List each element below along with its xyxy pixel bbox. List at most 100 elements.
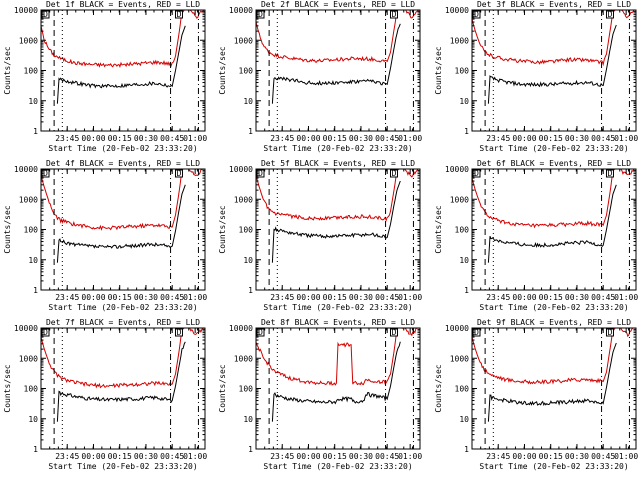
y-tick-label: 100 [24, 226, 39, 235]
marker-box [605, 328, 614, 337]
y-tick-label: 100 [239, 226, 254, 235]
y-tick-label: 10000 [229, 6, 253, 15]
panel-title: Det 9f BLACK = Events, RED = LLD [477, 318, 631, 327]
y-tick-label: 100 [455, 67, 470, 76]
x-axis-label: Start Time (20-Feb-02 23:33:20) [263, 303, 412, 312]
marker-box-label: D [608, 328, 613, 337]
y-tick-label: 10 [243, 256, 253, 265]
y-tick-label: 1 [464, 286, 469, 295]
plot-frame [471, 327, 637, 450]
marker-box [605, 169, 614, 178]
plot-frame [40, 168, 206, 291]
marker-box-label: D [258, 10, 263, 19]
x-tick-label: 00:15 [108, 134, 132, 143]
marker-box-label: D [608, 169, 613, 178]
y-tick-label: 1000 [19, 195, 38, 204]
x-tick-label: 00:45 [160, 293, 184, 302]
x-axis-label: Start Time (20-Feb-02 23:33:20) [479, 462, 628, 471]
marker-box-label: D [43, 169, 48, 178]
x-axis-label: Start Time (20-Feb-02 23:33:20) [48, 144, 197, 153]
x-tick-label: 00:00 [81, 134, 105, 143]
y-tick-label: 10000 [445, 6, 469, 15]
x-tick-label: 00:15 [108, 293, 132, 302]
y-axis-label: Counts/sec [434, 46, 443, 94]
lld-rate-line [256, 10, 420, 63]
x-tick-label: 00:30 [565, 134, 589, 143]
x-tick-label: 00:45 [591, 452, 615, 461]
x-tick-label: 23:45 [486, 452, 510, 461]
x-tick-label: 00:30 [134, 134, 158, 143]
x-tick-label: 01:00 [183, 134, 207, 143]
y-tick-label: 10 [459, 415, 469, 424]
marker-box [389, 328, 398, 337]
y-axis-label: Counts/sec [3, 364, 12, 412]
x-tick-label: 00:45 [375, 293, 399, 302]
x-tick-label: 23:45 [270, 452, 294, 461]
marker-box-label: D [177, 169, 182, 178]
x-tick-label: 00:45 [375, 134, 399, 143]
event-rate-line [487, 342, 617, 422]
x-axis-label: Start Time (20-Feb-02 23:33:20) [48, 462, 197, 471]
x-tick-label: 00:00 [512, 293, 536, 302]
lld-rate-line [41, 328, 205, 389]
marker-box-label: D [392, 10, 397, 19]
event-rate-line [487, 184, 617, 263]
x-axis-label: Start Time (20-Feb-02 23:33:20) [263, 462, 412, 471]
x-tick-label: 00:00 [512, 134, 536, 143]
x-tick-label: 00:30 [349, 134, 373, 143]
x-tick-label: 00:45 [375, 452, 399, 461]
y-tick-label: 1 [248, 445, 253, 454]
x-tick-label: 00:00 [81, 452, 105, 461]
x-axis-label: Start Time (20-Feb-02 23:33:20) [263, 144, 412, 153]
y-tick-label: 1 [248, 286, 253, 295]
y-tick-label: 1000 [450, 195, 469, 204]
event-rate-line [271, 341, 401, 422]
marker-box-label: D [43, 10, 48, 19]
lld-rate-line [41, 10, 205, 68]
y-axis-label: Counts/sec [3, 46, 12, 94]
x-tick-label: 23:45 [270, 293, 294, 302]
x-tick-label: 00:00 [296, 293, 320, 302]
x-tick-label: 01:00 [398, 293, 422, 302]
x-tick-label: 23:45 [486, 293, 510, 302]
x-tick-label: 00:15 [539, 134, 563, 143]
x-tick-label: 00:00 [296, 452, 320, 461]
marker-box-label: D [392, 169, 397, 178]
plot-frame [471, 9, 637, 132]
marker-box [174, 169, 183, 178]
y-tick-label: 1000 [450, 36, 469, 45]
x-tick-label: 00:15 [323, 134, 347, 143]
y-axis-label: Counts/sec [218, 46, 227, 94]
y-axis-label: Counts/sec [434, 205, 443, 253]
marker-box [174, 328, 183, 337]
panel-title: Det 2f BLACK = Events, RED = LLD [261, 0, 415, 9]
y-tick-label: 1 [33, 445, 38, 454]
x-tick-label: 00:30 [565, 452, 589, 461]
marker-box [389, 10, 398, 19]
lld-rate-line [256, 328, 420, 386]
y-tick-label: 10 [243, 415, 253, 424]
series-group [41, 10, 205, 104]
event-rate-line [271, 23, 401, 104]
y-tick-label: 10000 [445, 165, 469, 174]
series-group [472, 328, 636, 422]
lld-rate-line [472, 328, 636, 385]
y-tick-label: 1 [464, 445, 469, 454]
event-rate-line [56, 184, 186, 263]
panel-title: Det 6f BLACK = Events, RED = LLD [477, 159, 631, 168]
x-tick-label: 00:15 [323, 452, 347, 461]
x-axis-label: Start Time (20-Feb-02 23:33:20) [479, 303, 628, 312]
series-group [472, 10, 636, 104]
plot-frame [255, 9, 421, 132]
x-tick-label: 01:00 [614, 452, 638, 461]
event-rate-line [271, 180, 401, 263]
y-tick-label: 1 [464, 127, 469, 136]
y-tick-label: 1 [33, 286, 38, 295]
x-tick-label: 00:15 [323, 293, 347, 302]
marker-box-label: D [608, 10, 613, 19]
series-group [256, 10, 420, 104]
